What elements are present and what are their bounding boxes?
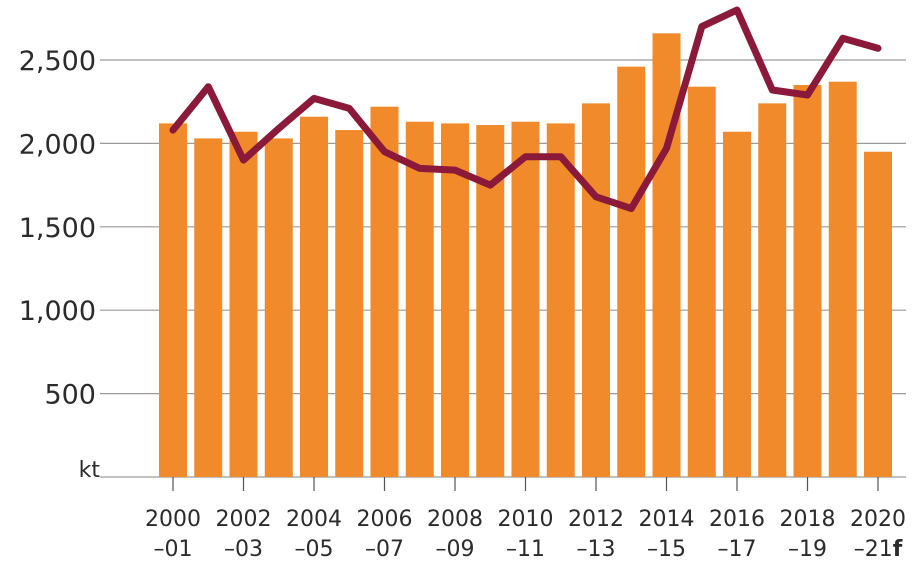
bar — [194, 138, 223, 477]
bar — [582, 103, 610, 478]
bar — [758, 103, 787, 478]
x-tick-label-range: –01 — [154, 537, 193, 562]
bar — [723, 131, 751, 477]
y-tick-label: 1,500 — [19, 213, 96, 244]
x-tick-label-year: 2018 — [780, 507, 836, 532]
bar — [405, 121, 434, 477]
x-tick-label-range: –11 — [506, 537, 545, 562]
x-tick-label-year: 2020 — [850, 507, 906, 532]
y-tick-label: 500 — [44, 380, 96, 411]
x-tick-label-year: 2008 — [427, 507, 483, 532]
line-series — [169, 6, 882, 212]
bar — [335, 130, 364, 477]
forecast-suffix: f — [893, 537, 903, 562]
bar-series — [159, 33, 892, 478]
bar — [652, 33, 681, 477]
bar — [793, 85, 822, 478]
x-tick-label-year: 2012 — [568, 507, 624, 532]
x-tick-label-range: –21f — [854, 537, 903, 562]
y-tick-label: 2,500 — [19, 46, 96, 77]
bar — [687, 86, 716, 478]
x-tick-label-range: –17 — [718, 537, 757, 562]
bar — [441, 123, 469, 477]
x-tick-label-range: –09 — [436, 537, 475, 562]
y-tick-label: 1,000 — [19, 296, 96, 327]
axes: kt 500 1,000 1,500 2,000 2,500 2000 –01 2002 –03… — [19, 46, 906, 562]
bar — [828, 81, 857, 478]
bar — [300, 116, 328, 477]
y-unit-label: kt — [79, 458, 101, 483]
x-tick-label-year: 2002 — [216, 507, 272, 532]
x-tick-label-year: 2000 — [145, 507, 201, 532]
x-tick-label-range: –05 — [295, 537, 334, 562]
y-tick-label: 2,000 — [19, 129, 96, 160]
x-tick-label-range: –13 — [577, 537, 616, 562]
x-tick-label-range: –15 — [647, 537, 686, 562]
x-tick-label-year: 2014 — [639, 507, 695, 532]
x-tick-label-range: –07 — [365, 537, 404, 562]
bar — [546, 123, 575, 477]
bar — [864, 151, 892, 478]
bar — [264, 138, 293, 477]
bar — [370, 106, 399, 477]
x-tick-label-range: –19 — [788, 537, 827, 562]
x-tick-label-year: 2016 — [709, 507, 765, 532]
bar — [229, 131, 258, 477]
x-tick-label-year: 2006 — [357, 507, 413, 532]
bar — [511, 121, 540, 477]
bar — [159, 123, 187, 477]
x-tick-label-range: –03 — [224, 537, 263, 562]
x-tick-label-year: 2004 — [286, 507, 342, 532]
x-tick-label-year: 2010 — [498, 507, 554, 532]
bar — [617, 66, 646, 477]
